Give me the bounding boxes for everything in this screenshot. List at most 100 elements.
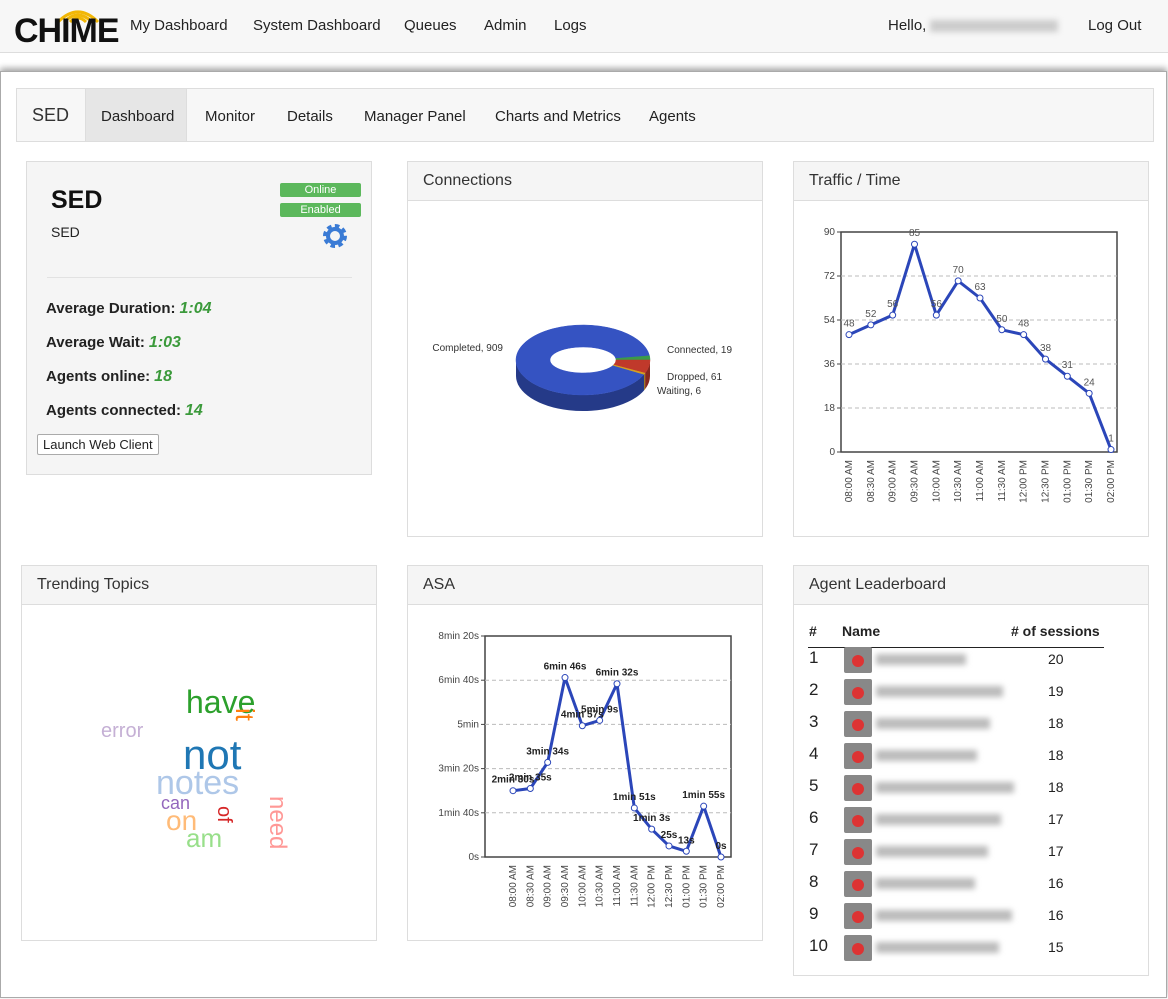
point — [954, 277, 962, 285]
data-label: 56 — [887, 299, 899, 310]
tab[interactable]: Monitor — [205, 108, 256, 125]
leaderboard-panel: Agent Leaderboard # Name # of sessions 1 20 2… — [793, 565, 1149, 976]
point — [867, 321, 875, 329]
y-tick-label: 6min 40s — [438, 675, 479, 686]
pie-chart: Completed, 909 Connected, 19 Dropped, 61 Wa… — [432, 324, 732, 411]
point — [932, 311, 940, 319]
blurred-name — [876, 846, 988, 857]
data-label: 1min 3s — [633, 813, 671, 824]
x-tick-label: 10:30 AM — [595, 865, 606, 907]
x-tick-label: 11:30 AM — [629, 865, 640, 907]
nav-item[interactable]: Logs — [554, 17, 587, 34]
sessions: 17 — [1048, 843, 1064, 859]
asa-panel: ASA 0s 1min 40s 3min 20s 5min 6min 40s 8min 2… — [407, 565, 763, 941]
pie-label: Connected, 19 — [667, 345, 732, 356]
topic-word: error — [101, 720, 144, 742]
panel-header: Connections — [408, 162, 762, 201]
avatar — [844, 935, 872, 961]
stat-value: 1:04 — [179, 300, 212, 317]
x-tick-label: 10:00 AM — [577, 865, 588, 907]
logout[interactable]: Log Out — [1088, 17, 1142, 34]
sessions: 17 — [1048, 811, 1064, 827]
panel-header: Agent Leaderboard — [794, 566, 1148, 605]
launch-button[interactable]: Launch Web Client — [37, 434, 159, 455]
blurred-name — [876, 942, 999, 953]
blurred-name — [876, 814, 1001, 825]
pie-side — [516, 360, 645, 411]
data-label: 4min 57s — [561, 710, 604, 721]
data-label: 24 — [1084, 377, 1096, 388]
y-tick-label: 72 — [824, 271, 836, 282]
point — [630, 804, 638, 812]
topic-word: it — [230, 708, 260, 722]
blurred-email — [930, 20, 1058, 32]
avatar — [844, 775, 872, 801]
point — [1063, 372, 1071, 380]
avatar-dot — [852, 815, 864, 827]
y-tick-label: 5min — [457, 719, 479, 730]
nav-item[interactable]: System Dashboard — [253, 17, 381, 34]
blurred-name — [876, 910, 1012, 921]
data-label: 38 — [1040, 343, 1052, 354]
y-tick-label: 1min 40s — [438, 808, 479, 819]
stat: Average Wait: 1:03 — [46, 334, 181, 352]
sessions: 16 — [1048, 875, 1064, 891]
queue-card: SED SED Online Enabled Launch Web Client… — [26, 161, 372, 475]
data-label: 85 — [909, 228, 921, 239]
x-tick-label: 09:30 AM — [560, 865, 571, 907]
badge: Online — [280, 183, 361, 197]
point — [700, 802, 708, 810]
tab[interactable]: Details — [287, 108, 333, 125]
rank: 5 — [809, 776, 819, 795]
y-tick-label: 18 — [824, 403, 836, 414]
logo[interactable]: CHIME — [14, 12, 120, 50]
data-label: 25s — [661, 830, 678, 841]
topic-word: can — [161, 793, 190, 813]
point — [561, 674, 569, 682]
avatar-dot — [852, 911, 864, 923]
topic-word: am — [186, 823, 222, 853]
point — [1107, 446, 1115, 454]
tab[interactable]: Dashboard — [101, 108, 175, 125]
nav-item[interactable]: Queues — [404, 17, 457, 34]
top-nav: CHIME Hello, Log Out My Dashboard System … — [0, 0, 1168, 53]
x-tick-label: 10:30 AM — [953, 460, 964, 502]
tab[interactable]: Charts and Metrics — [495, 108, 621, 125]
x-tick-label: 09:00 AM — [888, 460, 899, 502]
settings-icon[interactable] — [321, 222, 349, 250]
trending-panel: Trending Topics have it error not notes can of… — [21, 565, 377, 941]
point — [526, 784, 534, 792]
data-label: 48 — [1018, 319, 1030, 330]
avatar — [844, 679, 872, 705]
tab[interactable]: Manager Panel — [364, 108, 466, 125]
data-label: 13s — [678, 835, 695, 846]
point — [1020, 331, 1028, 339]
queue-subtitle: SED — [51, 224, 80, 240]
panel-header: Traffic / Time — [794, 162, 1148, 201]
x-tick-label: 08:30 AM — [866, 460, 877, 502]
x-tick-label: 11:30 AM — [997, 460, 1008, 502]
panel-title: ASA — [423, 576, 456, 593]
blurred-name — [876, 686, 1003, 697]
rank: 9 — [809, 904, 819, 923]
nav-item[interactable]: Admin — [484, 17, 527, 34]
x-tick-label: 01:30 PM — [1084, 460, 1095, 503]
tabs-title: SED — [32, 105, 70, 125]
topic-word: not — [183, 731, 242, 778]
x-tick-label: 12:30 PM — [664, 865, 675, 908]
point — [509, 787, 517, 795]
avatar — [844, 743, 872, 769]
avatar-dot — [852, 719, 864, 731]
nav-item[interactable]: My Dashboard — [130, 17, 228, 34]
tab-bar: SED Dashboard Monitor Details Manager Panel… — [16, 88, 1154, 142]
tab[interactable]: Agents — [649, 108, 696, 125]
rank: 6 — [809, 808, 819, 827]
pie-label: Waiting, 6 — [657, 386, 702, 397]
point — [1042, 355, 1049, 363]
blurred-name — [876, 750, 977, 761]
avatar — [844, 647, 872, 673]
blurred-name — [876, 654, 966, 665]
avatar — [844, 807, 872, 833]
data-label: 2min 30s — [492, 775, 535, 786]
